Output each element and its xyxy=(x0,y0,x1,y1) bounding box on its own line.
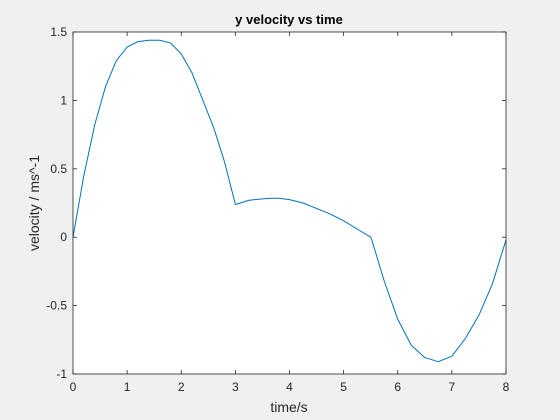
y-tick-label: -1 xyxy=(56,367,67,381)
x-axis-label: time/s xyxy=(270,399,307,415)
axes-box xyxy=(72,31,507,375)
series-group xyxy=(72,39,507,363)
y-tick-label: 0 xyxy=(60,230,67,244)
y-tick-label: 1.5 xyxy=(50,25,67,39)
x-tick-label: 1 xyxy=(124,380,131,394)
x-tick-labels: 0 1 2 3 4 5 6 7 8 xyxy=(70,380,510,394)
y-tick-label: -0.5 xyxy=(46,299,67,313)
plot-area xyxy=(73,32,506,374)
chart-title: y velocity vs time xyxy=(235,12,343,27)
series-line-0 xyxy=(72,39,507,363)
x-tick-label: 5 xyxy=(340,380,347,394)
x-tick-label: 7 xyxy=(449,380,456,394)
x-tick-label: 3 xyxy=(232,380,239,394)
x-tick-label: 2 xyxy=(178,380,185,394)
y-axis-label: velocity / ms^-1 xyxy=(26,155,42,251)
y-tick-label: 0.5 xyxy=(50,162,67,176)
x-tick-label: 4 xyxy=(286,380,293,394)
x-tick-label: 8 xyxy=(503,380,510,394)
x-tick-label: 0 xyxy=(70,380,77,394)
x-tick-label: 6 xyxy=(394,380,401,394)
y-tick-label: 1 xyxy=(60,93,67,107)
y-tick-labels: -1 -0.5 0 0.5 1 1.5 xyxy=(46,25,67,381)
